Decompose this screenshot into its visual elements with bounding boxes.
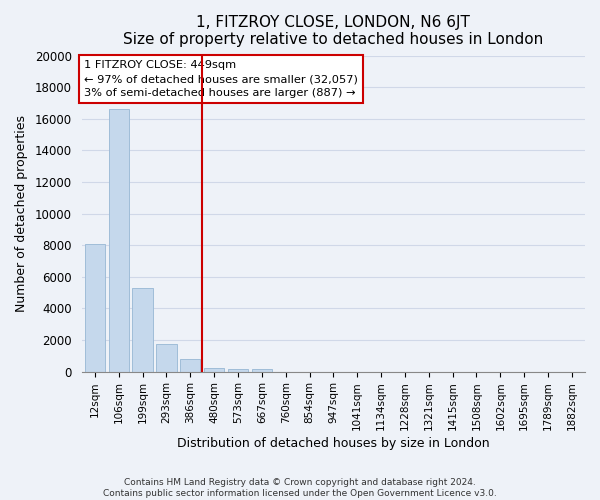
Title: 1, FITZROY CLOSE, LONDON, N6 6JT
Size of property relative to detached houses in: 1, FITZROY CLOSE, LONDON, N6 6JT Size of… xyxy=(123,15,544,48)
Bar xyxy=(252,369,272,372)
Bar xyxy=(85,244,105,372)
Bar xyxy=(204,368,224,372)
Y-axis label: Number of detached properties: Number of detached properties xyxy=(15,115,28,312)
X-axis label: Distribution of detached houses by size in London: Distribution of detached houses by size … xyxy=(177,437,490,450)
Bar xyxy=(157,344,176,372)
Bar xyxy=(228,369,248,372)
Bar xyxy=(133,288,153,372)
Bar xyxy=(109,109,129,372)
Text: 1 FITZROY CLOSE: 449sqm
← 97% of detached houses are smaller (32,057)
3% of semi: 1 FITZROY CLOSE: 449sqm ← 97% of detache… xyxy=(85,60,358,98)
Text: Contains HM Land Registry data © Crown copyright and database right 2024.
Contai: Contains HM Land Registry data © Crown c… xyxy=(103,478,497,498)
Bar xyxy=(180,359,200,372)
